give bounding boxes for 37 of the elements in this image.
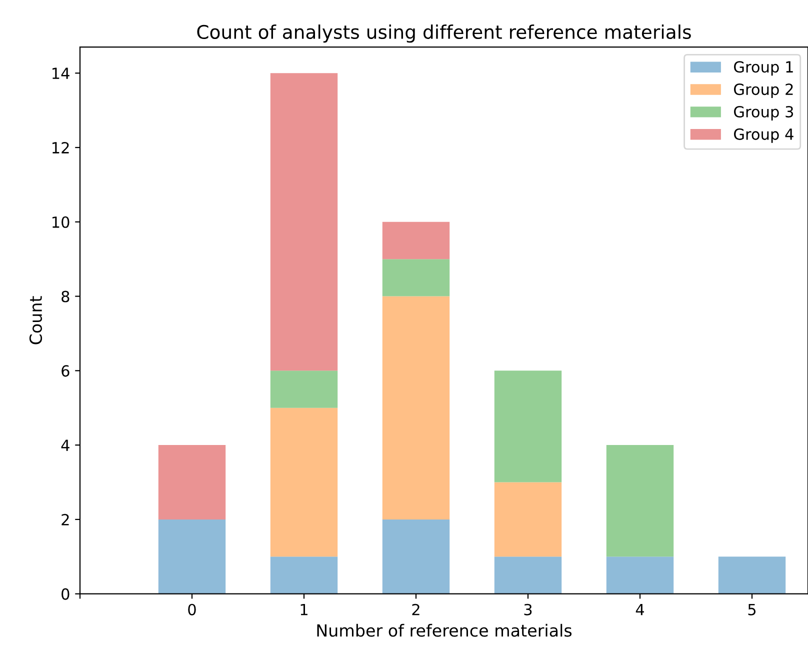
y-axis-title: Count: [29, 296, 42, 344]
bar: [606, 556, 674, 594]
x-tick-label: 5: [748, 604, 756, 616]
bar: [270, 370, 338, 408]
y-tick-label: 4: [61, 440, 70, 451]
chart-title: Count of analysts using different reference materials: [197, 24, 691, 43]
legend-label: Group 4: [734, 128, 794, 143]
bar: [382, 222, 450, 260]
y-tick-label: 8: [62, 290, 70, 302]
y-tick-label: 12: [52, 142, 69, 154]
x-tick-label: 0: [188, 604, 196, 616]
x-axis-title: Number of reference materials: [317, 624, 572, 637]
x-tick-label: 3: [524, 604, 532, 616]
y-tick-label: 6: [62, 365, 70, 377]
y-tick-label: 2: [62, 514, 69, 526]
bar: [382, 259, 450, 296]
bar: [718, 556, 786, 594]
x-tick-label: 2: [412, 604, 420, 616]
bar: [270, 73, 338, 371]
bar: [382, 519, 450, 594]
y-tick-label: 10: [52, 216, 70, 228]
legend-label: Group 1: [734, 61, 793, 76]
bar: [270, 556, 338, 594]
y-tick-label: 0: [62, 588, 70, 600]
bar: [494, 370, 562, 482]
x-tick-label: 1: [300, 604, 308, 616]
bar: [270, 408, 338, 557]
legend-label: Group 3: [734, 106, 794, 120]
legend-label: Group 2: [734, 84, 793, 98]
bar: [494, 556, 562, 594]
bar: [158, 519, 226, 594]
bar: [158, 445, 226, 520]
bar: [494, 482, 562, 557]
bar: [606, 445, 674, 557]
bar: [382, 296, 450, 520]
x-tick-label: 4: [636, 604, 644, 616]
y-tick-label: 14: [52, 68, 70, 79]
